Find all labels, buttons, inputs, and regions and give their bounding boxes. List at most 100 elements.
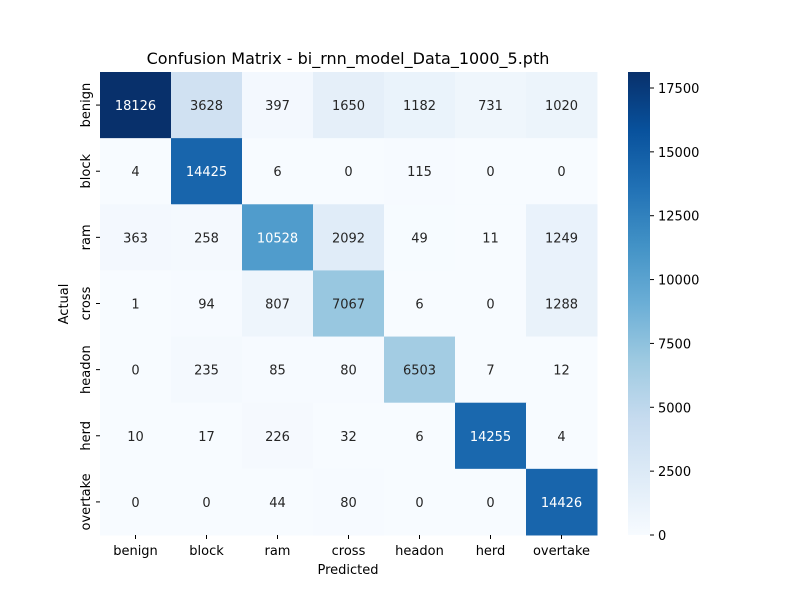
colorbar-tick-label: 10000 <box>658 274 699 289</box>
cell-value-label: 6 <box>415 297 423 312</box>
heatmap-cell <box>526 72 598 139</box>
heatmap-cell <box>526 336 598 404</box>
colorbar-tick-label: 12500 <box>658 210 699 225</box>
cell-value-label: 0 <box>415 496 423 511</box>
heatmap-cell <box>384 138 456 205</box>
heatmap-cell <box>384 402 456 470</box>
cell-value-label: 1650 <box>332 99 365 114</box>
cell-value-label: 0 <box>486 297 494 312</box>
y-tick-label: block <box>79 153 94 188</box>
y-axis: benign block ram cross headon herd overtake <box>79 83 100 530</box>
heatmap-cell <box>100 72 172 139</box>
heatmap-cell-labels: 18126 3628 397 1650 1182 731 1020 4 14425 6 0 115 0 0… <box>115 99 582 511</box>
heatmap-cell <box>313 336 385 404</box>
x-tick-label: ram <box>265 544 291 559</box>
colorbar-tick-label: 15000 <box>658 146 699 161</box>
heatmap-cell <box>526 468 598 536</box>
heatmap-cell <box>313 468 385 536</box>
cell-value-label: 14255 <box>470 430 511 445</box>
heatmap-cells <box>100 72 598 536</box>
y-axis-label: Actual <box>57 284 72 325</box>
colorbar-tick-label: 7500 <box>658 337 691 352</box>
cell-value-label: 0 <box>486 496 494 511</box>
heatmap-cell <box>526 402 598 470</box>
cell-value-label: 1 <box>131 297 139 312</box>
heatmap-cell <box>242 270 314 338</box>
heatmap-cell <box>526 138 598 205</box>
heatmap-cell <box>526 204 598 271</box>
cell-value-label: 7 <box>486 364 494 379</box>
cell-value-label: 1288 <box>545 297 578 312</box>
heatmap-cell <box>455 336 527 404</box>
cell-value-label: 1182 <box>403 99 436 114</box>
heatmap-cell <box>242 204 314 271</box>
cell-value-label: 363 <box>123 231 148 246</box>
cell-value-label: 0 <box>344 165 352 180</box>
heatmap-cell <box>171 270 243 338</box>
x-axis-label: Predicted <box>317 563 378 578</box>
heatmap-cell <box>455 468 527 536</box>
x-tick-label: headon <box>395 544 444 559</box>
cell-value-label: 1249 <box>545 231 578 246</box>
cell-value-label: 4 <box>131 165 139 180</box>
colorbar-tick-label: 2500 <box>658 465 691 480</box>
cell-value-label: 80 <box>340 496 357 511</box>
cell-value-label: 235 <box>194 364 219 379</box>
cell-value-label: 11 <box>482 231 499 246</box>
heatmap-cell <box>384 336 456 404</box>
heatmap-cell <box>526 270 598 338</box>
heatmap-cell <box>313 204 385 271</box>
cell-value-label: 731 <box>478 99 503 114</box>
heatmap-cell <box>455 204 527 271</box>
cell-value-label: 7067 <box>332 297 365 312</box>
cell-value-label: 258 <box>194 231 219 246</box>
y-tick-label: headon <box>79 345 94 394</box>
colorbar-tick-label: 5000 <box>658 401 691 416</box>
cell-value-label: 94 <box>198 297 215 312</box>
cell-value-label: 17 <box>198 430 215 445</box>
cell-value-label: 807 <box>265 297 290 312</box>
cell-value-label: 2092 <box>332 231 365 246</box>
cell-value-label: 0 <box>486 165 494 180</box>
x-tick-label: benign <box>113 544 158 559</box>
cell-value-label: 0 <box>557 165 565 180</box>
y-tick-label: benign <box>79 83 94 128</box>
heatmap-cell <box>455 72 527 139</box>
colorbar-tick-label: 17500 <box>658 82 699 97</box>
cell-value-label: 49 <box>411 231 428 246</box>
heatmap-cell <box>242 138 314 205</box>
y-tick-label: ram <box>79 224 94 250</box>
y-tick-label: cross <box>79 286 94 320</box>
x-tick-label: overtake <box>533 544 590 559</box>
heatmap-cell <box>171 204 243 271</box>
colorbar-tick-label: 0 <box>658 529 666 544</box>
cell-value-label: 18126 <box>115 99 156 114</box>
heatmap-cell <box>384 204 456 271</box>
heatmap-cell <box>100 204 172 271</box>
cell-value-label: 14425 <box>186 165 227 180</box>
cell-value-label: 0 <box>202 496 210 511</box>
x-tick-label: cross <box>332 544 366 559</box>
heatmap-cell <box>100 270 172 338</box>
heatmap-cell <box>313 72 385 139</box>
cell-value-label: 4 <box>557 430 565 445</box>
cell-value-label: 6503 <box>403 364 436 379</box>
cell-value-label: 32 <box>340 430 357 445</box>
heatmap-cell <box>313 138 385 205</box>
heatmap-cell <box>100 402 172 470</box>
cell-value-label: 226 <box>265 430 290 445</box>
cell-value-label: 0 <box>131 496 139 511</box>
cell-value-label: 397 <box>265 99 290 114</box>
cell-value-label: 0 <box>131 364 139 379</box>
heatmap-cell <box>242 336 314 404</box>
heatmap-cell <box>100 138 172 205</box>
cell-value-label: 85 <box>269 364 286 379</box>
heatmap-cell <box>455 270 527 338</box>
heatmap-cell <box>384 468 456 536</box>
cell-value-label: 1020 <box>545 99 578 114</box>
x-tick-label: block <box>189 544 224 559</box>
y-tick-label: overtake <box>79 473 94 530</box>
cell-value-label: 44 <box>269 496 286 511</box>
cell-value-label: 6 <box>415 430 423 445</box>
heatmap-cell <box>455 402 527 470</box>
